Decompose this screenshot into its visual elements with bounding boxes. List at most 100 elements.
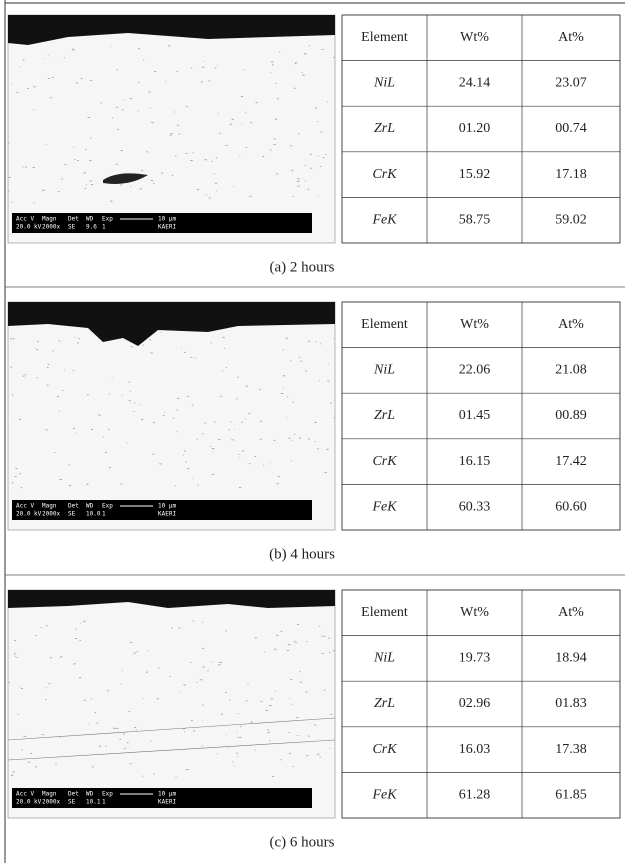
speck [238, 713, 239, 714]
speck [293, 766, 294, 767]
speck [190, 160, 192, 161]
speck [281, 393, 283, 394]
speck [236, 399, 238, 400]
speck [255, 456, 257, 457]
speck [59, 411, 60, 412]
element-name: NiL [373, 363, 395, 378]
speck [35, 767, 37, 768]
table-header: At% [558, 30, 584, 45]
speck [261, 701, 263, 702]
speck [98, 415, 100, 416]
speck [42, 734, 44, 735]
speck [225, 631, 227, 632]
speck [13, 772, 15, 773]
table-value: 59.02 [555, 212, 587, 227]
speck [301, 361, 303, 362]
info-value: KAERI [158, 224, 176, 231]
speck [239, 487, 241, 488]
speck [105, 746, 106, 747]
speck [193, 478, 194, 479]
speck [128, 711, 130, 712]
speck [101, 103, 102, 104]
speck [220, 396, 222, 397]
speck [212, 451, 213, 452]
speck [214, 422, 216, 423]
speck [234, 766, 235, 767]
speck [46, 625, 48, 626]
speck [73, 370, 75, 371]
speck [179, 134, 181, 135]
speck [237, 732, 238, 733]
speck [209, 198, 211, 199]
speck [228, 429, 229, 430]
speck [140, 189, 142, 190]
element-name: CrK [372, 742, 397, 757]
speck [116, 164, 118, 165]
speck [57, 396, 59, 397]
speck [275, 119, 277, 120]
info-value: 2000x [42, 511, 60, 518]
speck [320, 132, 322, 133]
speck [319, 626, 320, 627]
speck [202, 622, 203, 623]
speck [263, 465, 264, 466]
info-label: Exp [102, 503, 113, 510]
speck [299, 357, 300, 358]
speck [9, 682, 11, 683]
speck [52, 77, 54, 78]
speck [153, 422, 155, 423]
table-value: 61.28 [459, 787, 491, 802]
speck [137, 651, 138, 652]
speck [77, 343, 79, 344]
speck [73, 50, 75, 51]
speck [150, 741, 151, 742]
speck [191, 357, 192, 358]
speck [277, 98, 279, 99]
speck [153, 773, 155, 774]
speck [272, 64, 274, 65]
speck [186, 106, 188, 107]
speck [165, 81, 166, 82]
table-header: Wt% [460, 605, 489, 620]
speck [302, 75, 305, 76]
speck [180, 692, 181, 693]
speck [184, 352, 186, 353]
speck [297, 179, 300, 180]
speck [105, 452, 107, 453]
speck [266, 710, 269, 711]
table-value: 00.89 [555, 408, 587, 423]
element-name: NiL [373, 76, 395, 91]
speck [19, 686, 20, 687]
info-value: SE [68, 799, 76, 806]
table-value: 17.38 [555, 742, 587, 757]
speck [111, 46, 112, 47]
speck [42, 190, 44, 191]
speck [21, 487, 23, 488]
element-name: CrK [372, 167, 397, 182]
speck [153, 454, 155, 455]
info-label: Acc V [16, 216, 34, 223]
table-value: 60.33 [459, 499, 491, 514]
speck [36, 635, 38, 636]
speck [318, 156, 319, 157]
speck [19, 419, 22, 420]
speck [310, 168, 312, 169]
speck [288, 644, 291, 645]
speck [241, 422, 243, 423]
speck [141, 170, 143, 171]
speck [255, 750, 256, 751]
speck [117, 129, 119, 130]
speck [193, 152, 194, 153]
speck [52, 351, 53, 352]
speck [203, 61, 204, 62]
speck [79, 677, 81, 678]
speck [96, 723, 98, 724]
speck [270, 462, 271, 463]
speck [318, 196, 319, 197]
speck [17, 657, 18, 658]
speck [193, 621, 195, 622]
speck [274, 440, 276, 441]
speck [322, 49, 324, 50]
speck [183, 455, 184, 456]
